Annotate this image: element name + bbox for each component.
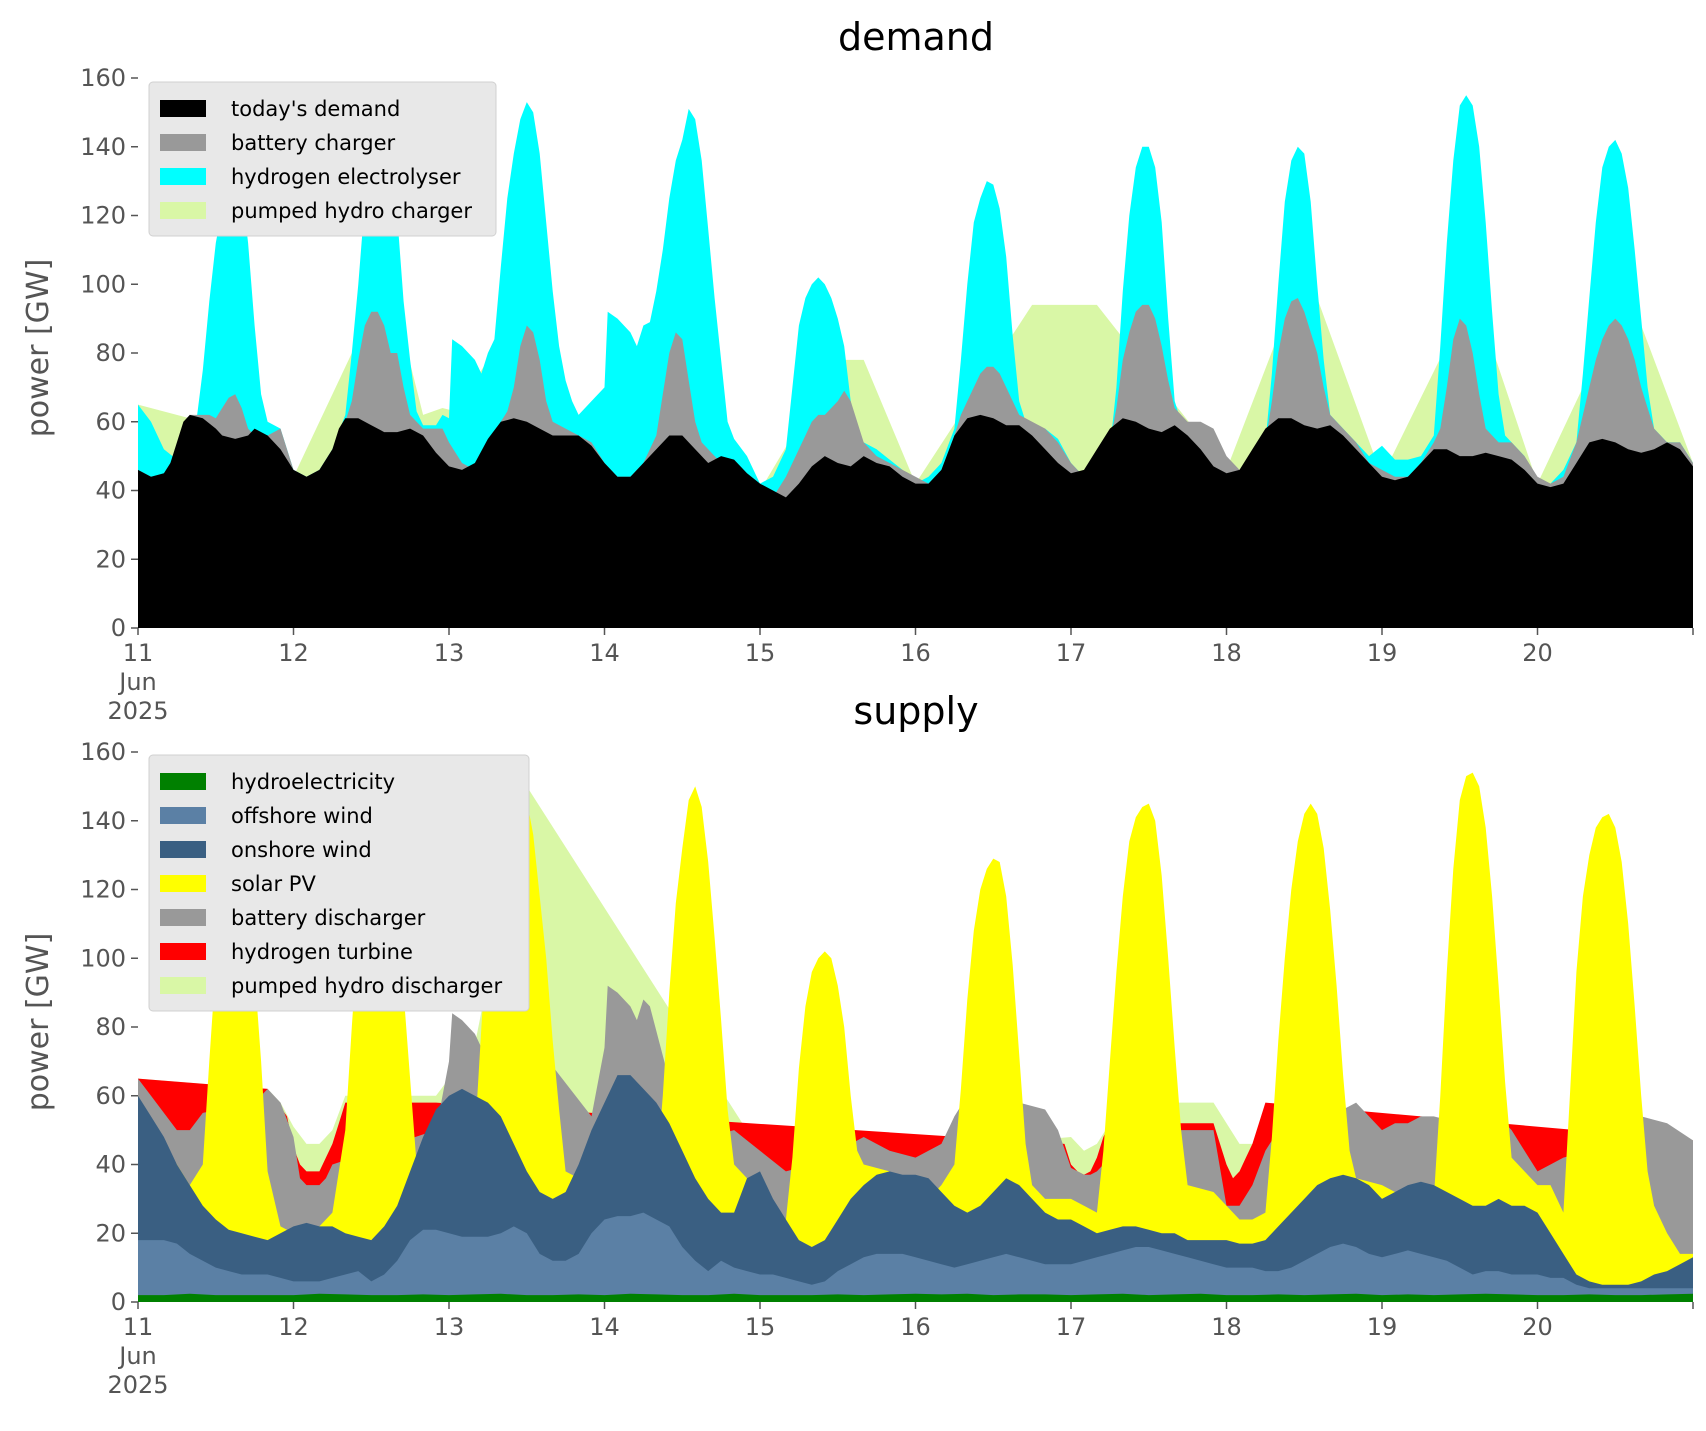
legend-swatch-battery-charger: [160, 134, 206, 151]
x-tick-label: 11 Jun 2025: [107, 1313, 168, 1399]
y-tick-label: 40: [95, 1151, 126, 1179]
supply-y-axis-label: power [GW]: [21, 933, 56, 1112]
legend-label-today-s-demand: today's demand: [231, 97, 400, 121]
x-tick-label: 14: [589, 1313, 620, 1341]
x-tick-label: 12: [278, 1313, 309, 1341]
y-tick-label: 20: [95, 1219, 126, 1247]
x-tick-label: 17: [1056, 1313, 1087, 1341]
series-area-hydroelectricity: [138, 1293, 1693, 1302]
supply-legend: hydroelectricity offshore wind onshore win…: [148, 754, 530, 1012]
legend-label-battery-discharger: battery discharger: [231, 906, 426, 930]
y-tick-label: 0: [111, 614, 126, 642]
legend-swatch-hydroelectricity: [160, 773, 206, 790]
legend-swatch-solar-pv: [160, 875, 206, 892]
legend-swatch-pumped-hydro-charger: [160, 202, 206, 219]
legend-swatch-onshore-wind: [160, 841, 206, 858]
y-tick-label: 60: [95, 408, 126, 436]
legend-label-onshore-wind: onshore wind: [231, 838, 372, 862]
legend-label-hydroelectricity: hydroelectricity: [231, 770, 395, 794]
demand-area-layer: [138, 95, 1693, 628]
x-tick-label: 19: [1367, 1313, 1398, 1341]
demand-legend: today's demand battery charger hydrogen el…: [148, 81, 497, 237]
legend-label-pumped-hydro-charger: pumped hydro charger: [231, 199, 472, 223]
y-tick-label: 40: [95, 477, 126, 505]
legend-label-offshore-wind: offshore wind: [231, 804, 373, 828]
y-tick-label: 140: [80, 807, 126, 835]
demand-panel: demand power [GW] 0 20 40 60 80 100 120 140 160 1…: [21, 15, 1694, 725]
x-tick-label: 13: [434, 639, 465, 667]
legend-box: [148, 754, 530, 1012]
series-area-today-s-demand: [138, 414, 1693, 628]
x-tick-label: 15: [745, 1313, 776, 1341]
x-tick-label: 14: [589, 639, 620, 667]
series-area-offshore-wind: [138, 1212, 1693, 1302]
x-tick-label: 16: [900, 1313, 931, 1341]
y-tick-label: 100: [80, 270, 126, 298]
x-tick-label: 18: [1211, 639, 1242, 667]
legend-swatch-today-s-demand: [160, 100, 206, 117]
x-tick-label: 12: [278, 639, 309, 667]
y-tick-label: 80: [95, 339, 126, 367]
legend-swatch-offshore-wind: [160, 807, 206, 824]
x-tick-label: 15: [745, 639, 776, 667]
legend-label-hydrogen-electrolyser: hydrogen electrolyser: [231, 165, 461, 189]
y-tick-label: 20: [95, 545, 126, 573]
y-tick-label: 60: [95, 1082, 126, 1110]
legend-label-battery-charger: battery charger: [231, 131, 396, 155]
x-tick-label: 13: [434, 1313, 465, 1341]
y-tick-label: 80: [95, 1013, 126, 1041]
y-tick-label: 100: [80, 944, 126, 972]
y-tick-label: 160: [80, 64, 126, 92]
y-tick-label: 160: [80, 738, 126, 766]
y-tick-label: 120: [80, 202, 126, 230]
demand-y-axis-label: power [GW]: [21, 259, 56, 438]
x-tick-label: 18: [1211, 1313, 1242, 1341]
supply-title: supply: [853, 689, 978, 733]
legend-swatch-pumped-hydro-discharger: [160, 977, 206, 994]
x-tick-label: 17: [1056, 639, 1087, 667]
x-tick-label: 19: [1367, 639, 1398, 667]
legend-label-hydrogen-turbine: hydrogen turbine: [231, 940, 413, 964]
legend-swatch-battery-discharger: [160, 909, 206, 926]
x-tick-label: 16: [900, 639, 931, 667]
legend-box: [148, 81, 497, 237]
x-tick-label: 11 Jun 2025: [107, 639, 168, 725]
demand-axes: 0 20 40 60 80 100 120 140 160 11 Jun 2025 12 13 14 15 16…: [80, 64, 1694, 725]
legend-swatch-hydrogen-turbine: [160, 943, 206, 960]
legend-swatch-hydrogen-electrolyser: [160, 168, 206, 185]
y-tick-label: 120: [80, 876, 126, 904]
legend-label-solar-pv: solar PV: [231, 872, 316, 896]
supply-axes: 0 20 40 60 80 100 120 140 160 11 Jun 2025 12 13 14 15 16…: [80, 738, 1694, 1399]
y-tick-label: 140: [80, 133, 126, 161]
legend-label-pumped-hydro-discharger: pumped hydro discharger: [231, 974, 502, 998]
x-tick-label: 20: [1522, 639, 1553, 667]
supply-panel: supply power [GW] 0 20 40 60 80 100 120 140 160 1…: [21, 689, 1694, 1399]
x-tick-label: 20: [1522, 1313, 1553, 1341]
y-tick-label: 0: [111, 1288, 126, 1316]
demand-title: demand: [838, 15, 994, 59]
